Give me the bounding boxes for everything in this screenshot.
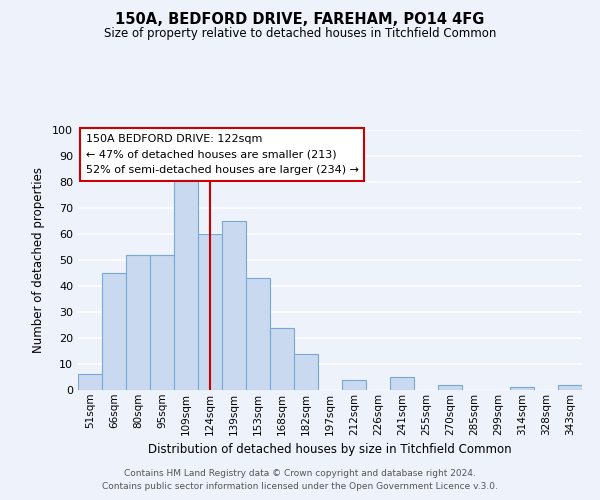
Text: Contains public sector information licensed under the Open Government Licence v.: Contains public sector information licen…: [102, 482, 498, 491]
Bar: [150, 255, 174, 390]
Bar: [342, 380, 366, 390]
Bar: [510, 388, 534, 390]
Bar: [294, 354, 318, 390]
Bar: [78, 374, 102, 390]
Bar: [222, 221, 246, 390]
Y-axis label: Number of detached properties: Number of detached properties: [32, 167, 45, 353]
Bar: [246, 278, 270, 390]
Text: 150A BEDFORD DRIVE: 122sqm
← 47% of detached houses are smaller (213)
52% of sem: 150A BEDFORD DRIVE: 122sqm ← 47% of deta…: [86, 134, 359, 175]
Bar: [558, 385, 582, 390]
Text: Contains HM Land Registry data © Crown copyright and database right 2024.: Contains HM Land Registry data © Crown c…: [124, 468, 476, 477]
Bar: [438, 385, 462, 390]
Bar: [270, 328, 294, 390]
Bar: [174, 180, 198, 390]
Text: 150A, BEDFORD DRIVE, FAREHAM, PO14 4FG: 150A, BEDFORD DRIVE, FAREHAM, PO14 4FG: [115, 12, 485, 28]
X-axis label: Distribution of detached houses by size in Titchfield Common: Distribution of detached houses by size …: [148, 443, 512, 456]
Bar: [198, 234, 222, 390]
Bar: [126, 255, 150, 390]
Bar: [102, 273, 126, 390]
Text: Size of property relative to detached houses in Titchfield Common: Size of property relative to detached ho…: [104, 28, 496, 40]
Bar: [390, 377, 414, 390]
